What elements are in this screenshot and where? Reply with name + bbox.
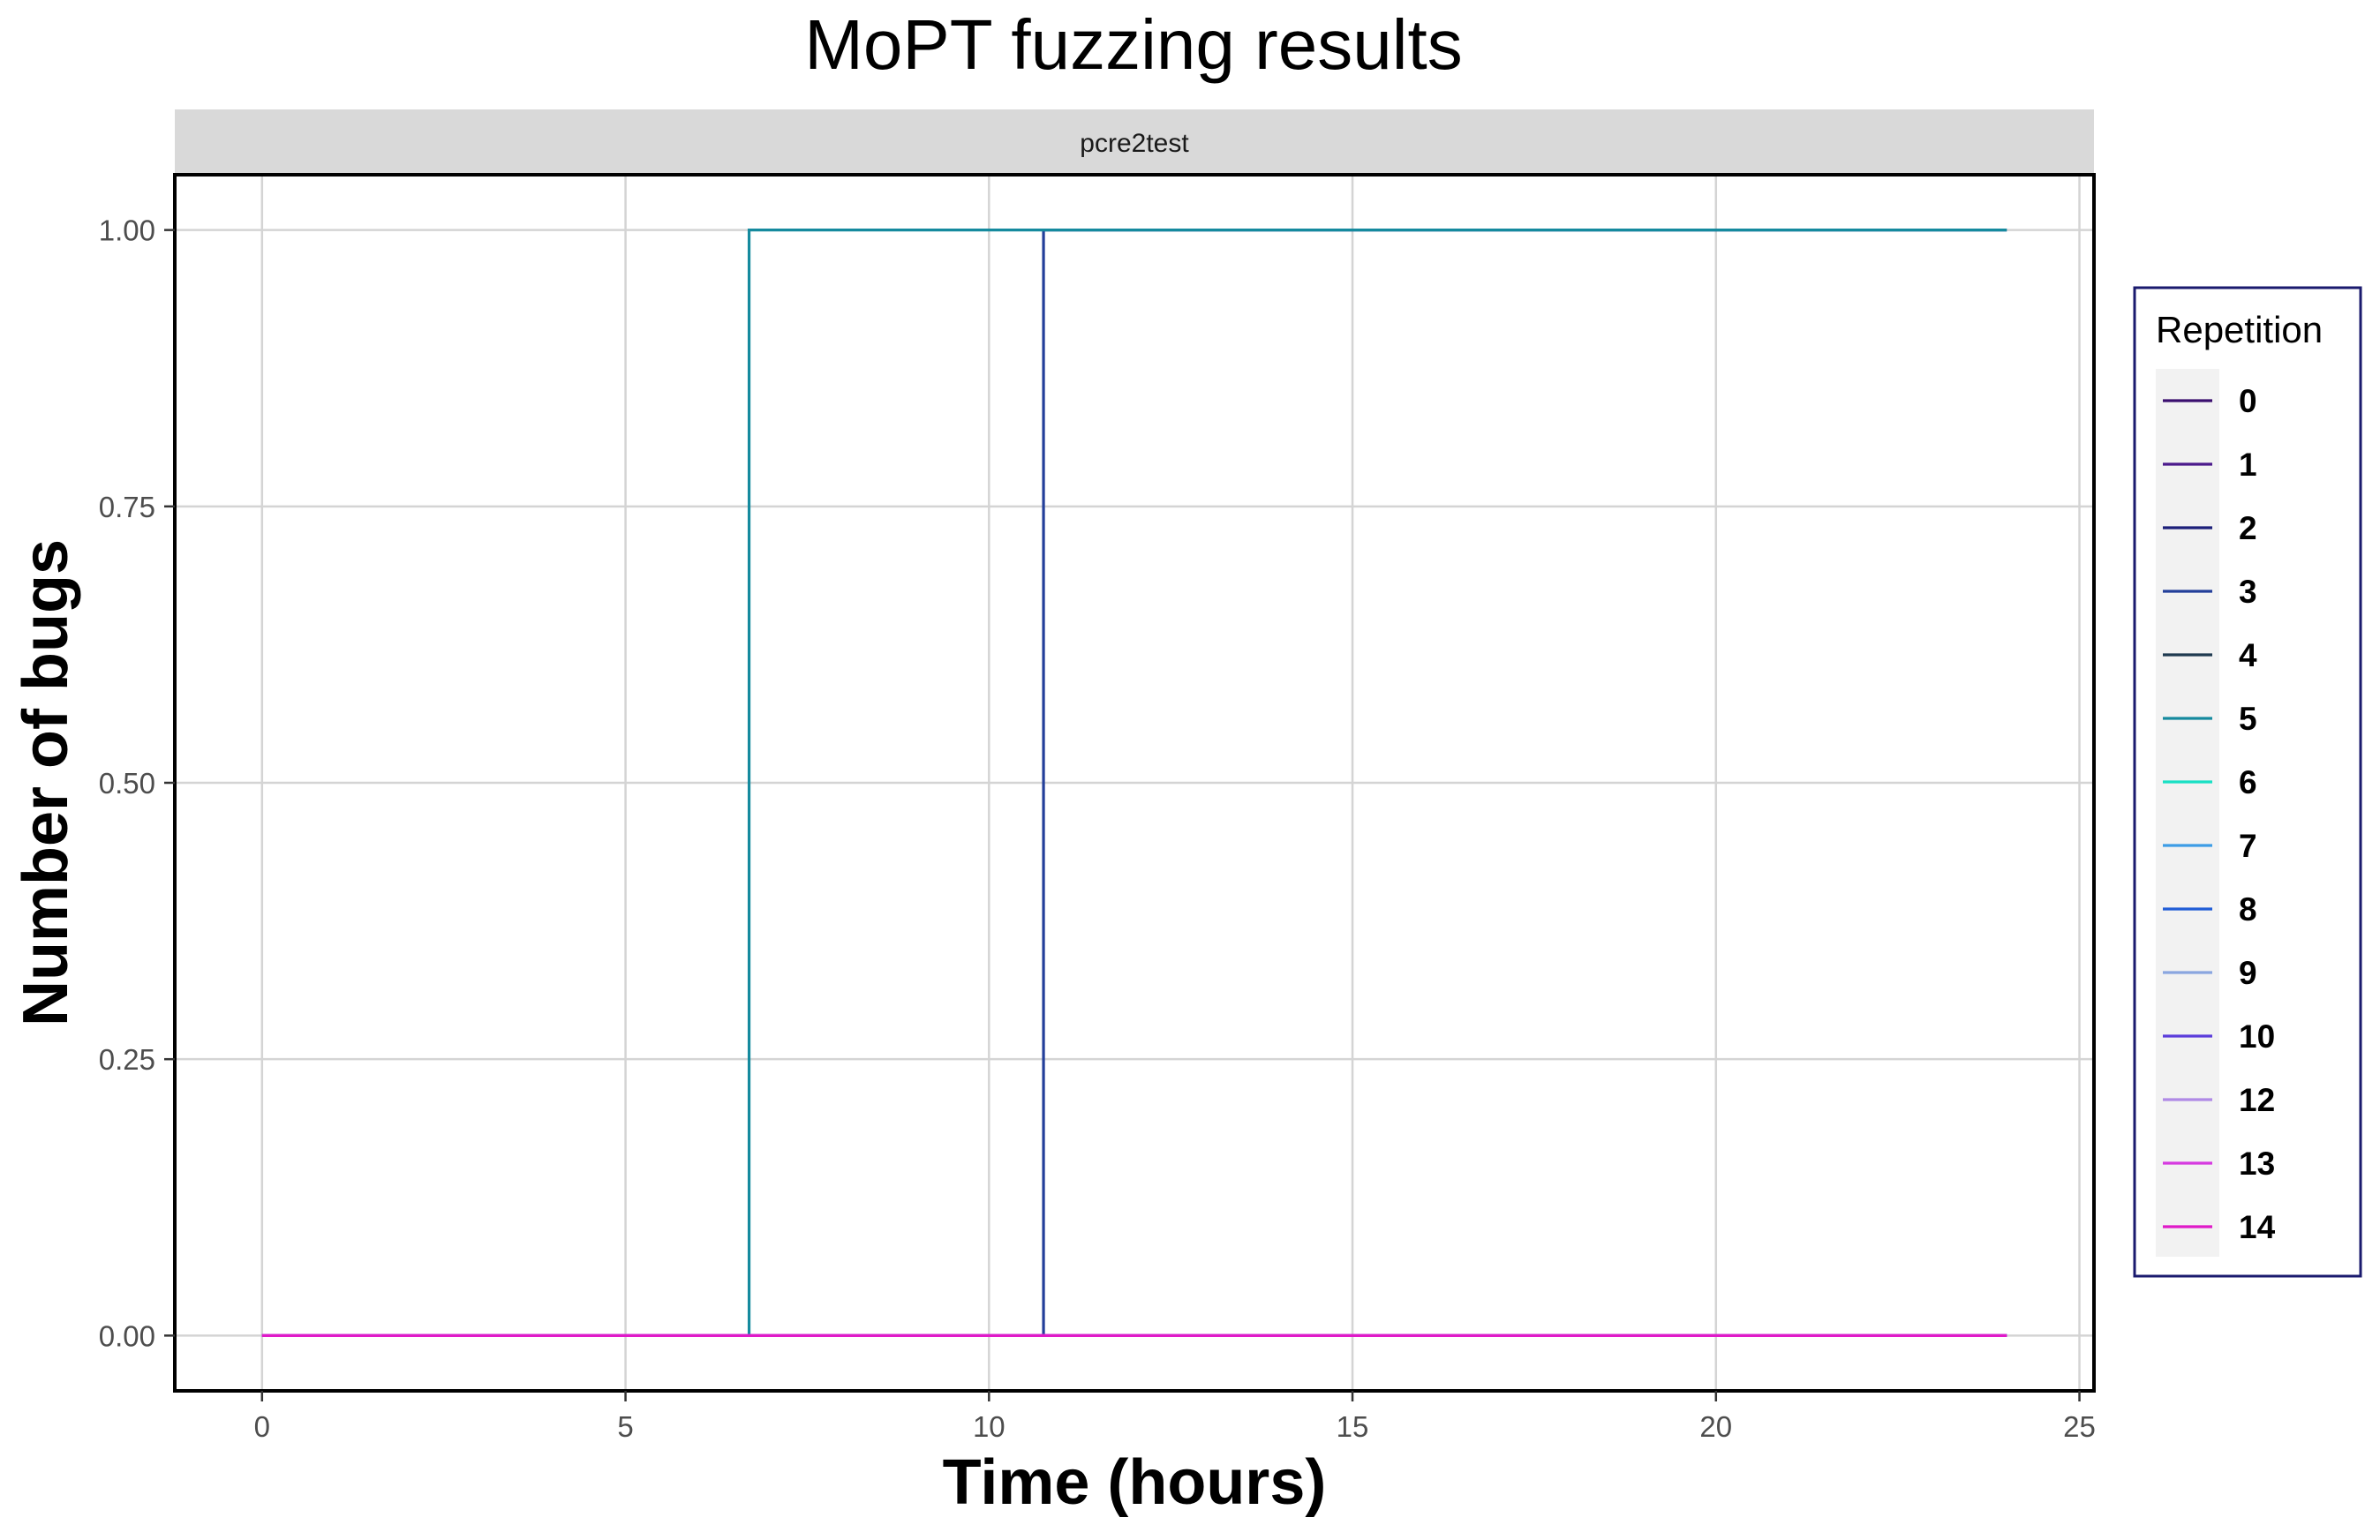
y-tick-label: 0.50 — [99, 767, 155, 800]
facet-strip — [175, 109, 2094, 173]
x-tick-label: 20 — [1699, 1410, 1732, 1443]
legend-label-3: 3 — [2239, 574, 2257, 610]
grid-layer — [175, 175, 2094, 1391]
series-layer — [261, 229, 2007, 1337]
legend-label-12: 12 — [2239, 1082, 2275, 1118]
y-tick-label: 0.75 — [99, 491, 155, 523]
legend-label-6: 6 — [2239, 764, 2257, 800]
chart-title: MoPT fuzzing results — [804, 5, 1462, 84]
y-tick-label: 1.00 — [99, 214, 155, 247]
legend-label-10: 10 — [2239, 1018, 2275, 1055]
legend-label-5: 5 — [2239, 701, 2257, 737]
x-tick-label: 15 — [1337, 1410, 1369, 1443]
legend-label-7: 7 — [2239, 828, 2257, 864]
y-tick-label: 0.00 — [99, 1319, 155, 1352]
legend-label-1: 1 — [2239, 447, 2257, 483]
x-tick-label: 10 — [973, 1410, 1005, 1443]
x-tick-label: 5 — [617, 1410, 633, 1443]
x-tick-label: 0 — [254, 1410, 270, 1443]
legend-label-0: 0 — [2239, 383, 2257, 419]
legend-label-2: 2 — [2239, 510, 2257, 546]
facet-label: pcre2test — [1080, 129, 1189, 158]
x-axis: 0 5 10 15 20 25 — [254, 1391, 2096, 1443]
x-axis-label: Time (hours) — [943, 1447, 1327, 1518]
legend-label-9: 9 — [2239, 955, 2257, 991]
y-tick-label: 0.25 — [99, 1043, 155, 1076]
legend-label-4: 4 — [2239, 637, 2257, 673]
legend-label-13: 13 — [2239, 1146, 2275, 1182]
y-axis: 0.00 0.25 0.50 0.75 1.00 — [99, 214, 175, 1352]
legend-title: Repetition — [2156, 309, 2323, 350]
legend-label-8: 8 — [2239, 891, 2257, 928]
y-axis-label: Number of bugs — [11, 539, 81, 1026]
legend-key-background — [2156, 369, 2219, 1257]
legend-label-14: 14 — [2239, 1209, 2276, 1245]
x-tick-label: 25 — [2063, 1410, 2096, 1443]
